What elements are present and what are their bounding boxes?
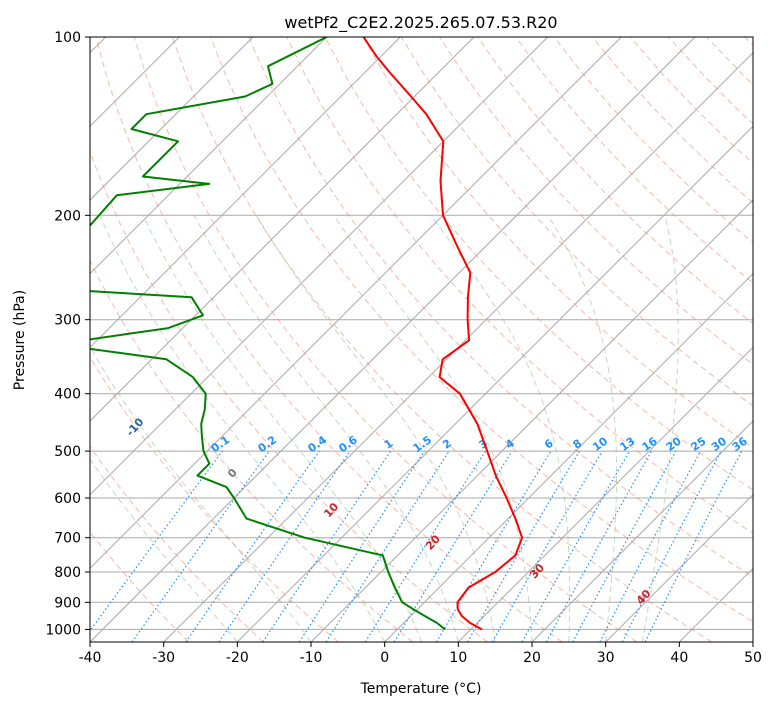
y-axis-label: Pressure (hPa) [12, 290, 28, 390]
dry-adiabat-line [286, 37, 753, 534]
mixing-ratio-line [131, 450, 270, 642]
mixing-ratio-line [393, 450, 513, 642]
moist-adiabat-line [255, 215, 496, 642]
dewpoint-profile-line [90, 37, 446, 631]
dry-adiabat-label-12: 20 [423, 532, 443, 552]
mixing-ratio-line [325, 450, 450, 642]
isotherm-line [310, 199, 753, 642]
isotherm-line [605, 493, 753, 642]
isotherm-line [90, 37, 328, 275]
isotherm-line [90, 37, 401, 349]
mixing-ratio-line [298, 450, 425, 642]
mixing-ratio-line [90, 450, 223, 632]
x-tick-label: 0 [380, 650, 389, 666]
mixing-ratio-line [572, 450, 677, 642]
mixing-ratio-line [599, 450, 702, 642]
dry-adiabat-line [95, 37, 563, 642]
moist-adiabat-line [333, 215, 533, 642]
x-tick-label: 40 [670, 650, 688, 666]
dry-adiabat-line [706, 37, 753, 86]
x-tick-label: 50 [744, 650, 762, 666]
dry-adiabat-label-9: -10 [124, 415, 147, 439]
mixing-ratio-line [521, 450, 631, 642]
axes: -40 -30 -20 -10 0 10 20 30 40 50 100 200 300 400 500 60… [45, 30, 762, 666]
y-tick-label: 200 [54, 208, 81, 224]
plot-frame [89, 36, 754, 643]
x-tick-label: -30 [152, 650, 175, 666]
dry-adiabat-line [248, 37, 753, 578]
mixing-ratio-label-2: 0.4 [306, 433, 330, 455]
mixing-ratio-line [185, 450, 320, 642]
mixing-ratio-line [435, 450, 552, 642]
dry-adiabat-line [515, 37, 753, 284]
isotherm-line [163, 51, 753, 642]
dry-adiabat-line [668, 37, 753, 125]
isotherm-line [752, 641, 753, 642]
moist-adiabat-line [90, 458, 238, 642]
isotherm-line [90, 37, 254, 201]
mixing-ratio-label-6: 2 [440, 437, 454, 452]
dry-adiabat-line [90, 259, 414, 642]
isotherm-line [457, 346, 753, 642]
dry-adiabat-line [90, 356, 339, 642]
y-tick-label: 700 [54, 531, 81, 547]
isotherm-line [90, 37, 696, 642]
x-tick-label: 10 [449, 650, 467, 666]
moist-adiabat-line [430, 215, 571, 642]
x-tick-label: 20 [523, 650, 541, 666]
dry-adiabat-label-13: 30 [527, 561, 547, 581]
dry-adiabat-line [744, 37, 753, 46]
moist-adiabat-line [547, 215, 617, 642]
isotherm-line [384, 272, 753, 642]
dry-adiabat-line [171, 37, 712, 642]
y-tick-label: 300 [54, 313, 81, 329]
chart-title: wetPf2_C2E2.2025.265.07.53.R20 [284, 13, 557, 33]
dry-adiabat-line [324, 37, 753, 491]
mixing-ratio-label-5: 1.5 [411, 433, 434, 455]
isotherm-line [90, 37, 549, 496]
dry-adiabat-line [90, 445, 264, 642]
x-tick-label: 30 [597, 650, 615, 666]
y-tick-label: 400 [54, 387, 81, 403]
moist-adiabat-line [193, 215, 459, 642]
dry-adiabat-line [210, 37, 753, 623]
moist-adiabat-line [99, 215, 386, 642]
y-tick-label: 1000 [45, 622, 81, 638]
dry-adiabat-line [133, 37, 638, 642]
y-tick-label: 800 [54, 565, 81, 581]
isotherm-line [90, 37, 475, 422]
temperature-profile-line [362, 37, 524, 631]
mixing-ratio-line [545, 450, 653, 642]
isotherm-line [236, 125, 753, 642]
y-tick-label: 100 [54, 30, 81, 46]
mixing-ratio-line [644, 450, 743, 642]
moist-adiabat-line [642, 215, 679, 642]
dry-adiabat-line [553, 37, 753, 244]
plot-area: 0.10.20.40.611.52346810131620253036-100-… [90, 37, 753, 642]
x-tick-label: -20 [226, 650, 249, 666]
dry-adiabat-line [591, 37, 753, 204]
x-tick-label: -10 [300, 650, 323, 666]
isotherm-line [678, 567, 753, 642]
isotherm-line [90, 37, 622, 570]
mixing-ratio-line [218, 450, 351, 642]
mixing-ratio-label-3: 0.6 [336, 433, 360, 455]
dry-adiabat-line [90, 150, 488, 642]
y-tick-label: 600 [54, 491, 81, 507]
x-tick-label: -40 [79, 650, 102, 666]
mixing-ratio-label-0: 0.1 [209, 433, 232, 455]
isotherm-line [531, 420, 753, 642]
y-tick-label: 500 [54, 444, 81, 460]
mixing-ratio-line [466, 450, 580, 642]
y-tick-label: 900 [54, 595, 81, 611]
x-axis-label: Temperature (°C) [360, 681, 482, 697]
mixing-ratio-line [262, 450, 392, 642]
moist-adiabat-line [90, 345, 312, 642]
